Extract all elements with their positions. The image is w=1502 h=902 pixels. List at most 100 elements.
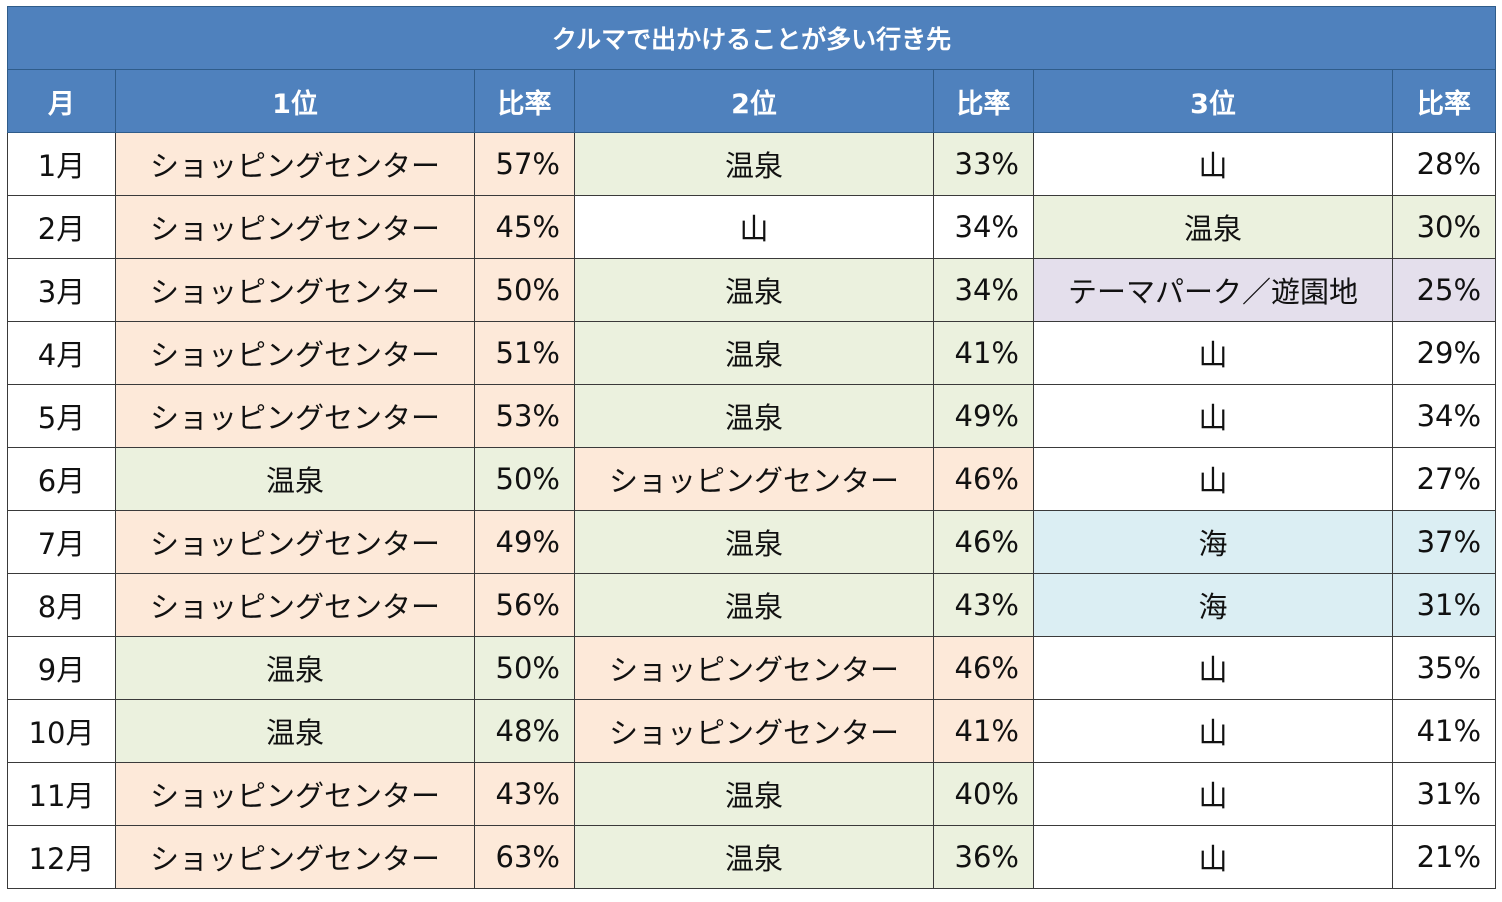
rank-1-rate: 50% <box>474 258 575 322</box>
rank-3-destination: 山 <box>1033 762 1393 826</box>
rank-2-destination: ショッピングセンター <box>574 699 934 763</box>
rank-1-destination: ショッピングセンター <box>115 384 475 448</box>
rank-2-rate: 46% <box>933 636 1034 700</box>
month-cell: 10月 <box>7 699 116 763</box>
table-row: 2月 ショッピングセンター 45% 山 34% 温泉 30% <box>7 195 1497 259</box>
rank-3-destination: 山 <box>1033 699 1393 763</box>
month-cell: 12月 <box>7 825 116 889</box>
title-row: クルマで出かけることが多い行き先 <box>6 6 1497 70</box>
rank-1-destination: ショッピングセンター <box>115 258 475 322</box>
rank-3-destination: 山 <box>1033 447 1393 511</box>
rank-3-rate: 25% <box>1391 258 1497 322</box>
rank-2-destination: 温泉 <box>574 321 934 385</box>
rank-2-rate: 41% <box>933 699 1034 763</box>
rank-2-rate: 34% <box>933 195 1034 259</box>
rank-2-destination: ショッピングセンター <box>574 636 934 700</box>
rank-3-rate: 31% <box>1391 762 1497 826</box>
rank-3-rate: 29% <box>1391 321 1497 385</box>
rank-1-destination: ショッピングセンター <box>115 573 475 637</box>
table-row: 7月 ショッピングセンター 49% 温泉 46% 海 37% <box>7 510 1497 574</box>
table-body: 1月 ショッピングセンター 57% 温泉 33% 山 28% 2月 ショッピングセンター 45% 山… <box>7 132 1497 889</box>
rank-1-rate: 51% <box>474 321 575 385</box>
rank-2-rate: 34% <box>933 258 1034 322</box>
rank-1-destination: ショッピングセンター <box>115 762 475 826</box>
destination-table: クルマで出かけることが多い行き先 月 1位 比率 2位 比率 3位 比率 1月シ… <box>6 6 1497 889</box>
rank-2-rate: 43% <box>933 573 1034 637</box>
rank-1-destination: ショッピングセンター <box>115 825 475 889</box>
header-rate-1: 比率 <box>474 69 575 133</box>
table-row: 9月 温泉 50% ショッピングセンター 46% 山 35% <box>7 636 1497 700</box>
rank-3-rate: 34% <box>1391 384 1497 448</box>
rank-2-rate: 49% <box>933 384 1034 448</box>
rank-2-destination: 温泉 <box>574 258 934 322</box>
rank-2-rate: 40% <box>933 762 1034 826</box>
rank-1-rate: 48% <box>474 699 575 763</box>
rank-1-rate: 50% <box>474 636 575 700</box>
header-month: 月 <box>7 69 116 133</box>
rank-3-rate: 37% <box>1391 510 1497 574</box>
rank-2-destination: 温泉 <box>574 573 934 637</box>
rank-3-rate: 27% <box>1391 447 1497 511</box>
rank-3-destination: テーマパーク／遊園地 <box>1033 258 1393 322</box>
table-row: 5月 ショッピングセンター 53% 温泉 49% 山 34% <box>7 384 1497 448</box>
rank-3-destination: 山 <box>1033 384 1393 448</box>
rank-1-rate: 43% <box>474 762 575 826</box>
rank-3-destination: 温泉 <box>1033 195 1393 259</box>
rank-3-rate: 28% <box>1391 132 1497 196</box>
month-cell: 6月 <box>7 447 116 511</box>
rank-1-rate: 50% <box>474 447 575 511</box>
table-row: 11月 ショッピングセンター 43% 温泉 40% 山 31% <box>7 762 1497 826</box>
rank-2-destination: 山 <box>574 195 934 259</box>
rank-1-destination: ショッピングセンター <box>115 195 475 259</box>
rank-1-destination: ショッピングセンター <box>115 321 475 385</box>
rank-3-rate: 41% <box>1391 699 1497 763</box>
table-row: 4月 ショッピングセンター 51% 温泉 41% 山 29% <box>7 321 1497 385</box>
rank-2-destination: 温泉 <box>574 510 934 574</box>
rank-2-rate: 41% <box>933 321 1034 385</box>
rank-2-destination: 温泉 <box>574 762 934 826</box>
header-rate-2: 比率 <box>933 69 1034 133</box>
rank-1-rate: 57% <box>474 132 575 196</box>
rank-2-destination: 温泉 <box>574 825 934 889</box>
rank-1-destination: 温泉 <box>115 699 475 763</box>
rank-3-rate: 35% <box>1391 636 1497 700</box>
rank-1-destination: ショッピングセンター <box>115 132 475 196</box>
month-cell: 7月 <box>7 510 116 574</box>
table-row: 3月 ショッピングセンター 50% 温泉 34% テーマパーク／遊園地 25% <box>7 258 1497 322</box>
rank-1-destination: 温泉 <box>115 447 475 511</box>
rank-2-rate: 33% <box>933 132 1034 196</box>
rank-3-rate: 21% <box>1391 825 1497 889</box>
rank-2-destination: 温泉 <box>574 384 934 448</box>
rank-1-rate: 45% <box>474 195 575 259</box>
rank-3-destination: 山 <box>1033 825 1393 889</box>
rank-2-destination: ショッピングセンター <box>574 447 934 511</box>
rank-3-destination: 海 <box>1033 573 1393 637</box>
month-cell: 3月 <box>7 258 116 322</box>
month-cell: 4月 <box>7 321 116 385</box>
rank-1-destination: 温泉 <box>115 636 475 700</box>
rank-3-rate: 30% <box>1391 195 1497 259</box>
header-rank-3: 3位 <box>1033 69 1393 133</box>
rank-3-destination: 山 <box>1033 132 1393 196</box>
month-cell: 2月 <box>7 195 116 259</box>
rank-1-rate: 53% <box>474 384 575 448</box>
rank-3-rate: 31% <box>1391 573 1497 637</box>
month-cell: 1月 <box>7 132 116 196</box>
table-row: 8月 ショッピングセンター 56% 温泉 43% 海 31% <box>7 573 1497 637</box>
rank-2-rate: 46% <box>933 510 1034 574</box>
month-cell: 9月 <box>7 636 116 700</box>
table-row: 12月 ショッピングセンター 63% 温泉 36% 山 21% <box>7 825 1497 889</box>
rank-1-rate: 63% <box>474 825 575 889</box>
table-row: 6月 温泉 50% ショッピングセンター 46% 山 27% <box>7 447 1497 511</box>
table-row: 10月 温泉 48% ショッピングセンター 41% 山 41% <box>7 699 1497 763</box>
rank-2-rate: 46% <box>933 447 1034 511</box>
rank-1-destination: ショッピングセンター <box>115 510 475 574</box>
header-rank-1: 1位 <box>115 69 475 133</box>
rank-3-destination: 山 <box>1033 636 1393 700</box>
header-rate-3: 比率 <box>1391 69 1497 133</box>
rank-2-destination: 温泉 <box>574 132 934 196</box>
rank-1-rate: 56% <box>474 573 575 637</box>
month-cell: 8月 <box>7 573 116 637</box>
header-row: 月 1位 比率 2位 比率 3位 比率 <box>7 69 1497 133</box>
table-title: クルマで出かけることが多い行き先 <box>6 6 1497 70</box>
